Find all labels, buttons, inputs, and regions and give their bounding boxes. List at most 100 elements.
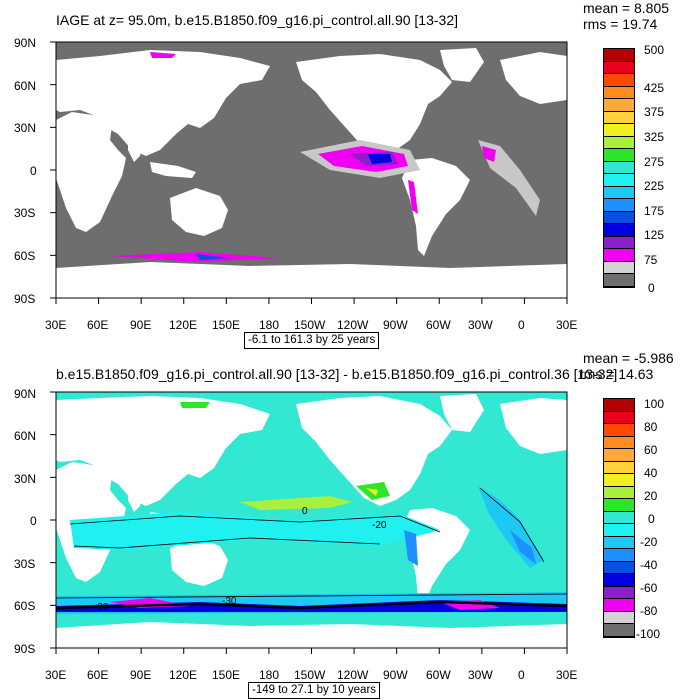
p2-xlabel: 30E [45,668,67,682]
p2-xlabel: 60E [87,668,109,682]
p1-cbar-label: 375 [644,105,665,119]
contour-line [56,593,567,599]
p1-xlabel: 30E [556,318,578,332]
colorbar-swatch [604,236,634,250]
colorbar-swatch [604,124,634,137]
land-north-america [296,396,452,506]
colorbar-swatch [604,199,634,212]
p2-cbar-label: -60 [640,581,658,595]
colorbar-swatch [604,261,634,275]
p1-ylabel: 60N [14,79,37,93]
land-australia [170,188,228,236]
contour-line [56,600,567,610]
land-india [128,132,144,162]
panel2-title: b.e15.B1850.f09_g16.pi_control.all.90 [1… [56,366,618,382]
colorbar-swatch [604,149,634,162]
land-north-america [296,54,452,156]
p2-cbar-label: 0 [648,512,655,526]
colorbar-swatch [604,274,634,287]
contour-line [479,487,545,563]
p2-cbar-label: 60 [644,443,658,457]
colorbar-swatch [604,86,634,100]
p2-xlabel: 150W [294,668,326,682]
contour-label: 0 [302,506,308,517]
anomaly-arctic [150,52,176,58]
contour-line [73,537,381,549]
colorbar-swatch [604,586,634,600]
land-australia [170,538,228,586]
anomaly-eq-band [70,512,440,550]
panel1-rms: rms = 19.74 [583,16,658,32]
panel1-colorbar [603,48,635,288]
anomaly-eq-pacific-positive-3 [366,488,378,496]
panel2-axis-ticks [50,391,568,654]
anomaly-southern-blue [196,254,230,260]
p1-cbar-label: 125 [644,228,665,242]
p2-cbar-label: 40 [644,466,658,480]
p1-ylabel: 30N [14,121,37,135]
panel2-mean: mean = -5.986 [583,350,674,366]
panel2-map-field [56,392,567,648]
colorbar-swatch [604,136,634,150]
colorbar-swatch [604,611,634,625]
p2-cbar-label: -100 [636,627,661,641]
p2-ylabel: 90N [14,387,37,401]
land-africa [56,112,126,232]
colorbar-swatch [604,186,634,200]
colorbar-swatch [604,224,634,237]
p2-cbar-label: -40 [640,558,658,572]
colorbar-swatch [604,561,634,575]
p2-ylabel: 30S [14,557,36,571]
p1-xlabel: 120E [169,318,198,332]
p1-xlabel: 150E [212,318,241,332]
p1-xlabel: 120W [337,318,369,332]
p1-cbar-label: 325 [644,130,665,144]
contour-label: -20 [372,520,387,531]
colorbar-swatch [604,624,634,637]
colorbar-swatch [604,211,634,225]
anomaly-atlantic-deep [510,530,536,564]
p1-ylabel: 0 [30,164,37,178]
anomaly-peru [404,530,418,566]
colorbar-swatch [604,549,634,562]
colorbar-swatch [604,249,634,262]
colorbar-swatch [604,411,634,425]
p2-cbar-label: -20 [640,535,658,549]
anomaly-eq-pacific-positive [240,496,352,510]
p2-xlabel: 30E [556,668,578,682]
colorbar-swatch [604,174,634,187]
panel1-title: IAGE at z= 95.0m, b.e15.B1850.f09_g16.pi… [56,12,458,28]
colorbar-swatch [604,49,634,62]
p1-cbar-label: 425 [644,81,665,95]
land-south-america [402,158,470,256]
colorbar-swatch [604,399,634,412]
p2-xlabel: 90W [383,668,408,682]
p1-cbar-label: 225 [644,179,665,193]
colorbar-swatch [604,99,634,112]
p2-cbar-label: 20 [644,489,658,503]
colorbar-swatch [604,61,634,75]
p1-xlabel: 150W [294,318,326,332]
colorbar-swatch [604,111,634,125]
p1-cbar-label: 275 [644,155,665,169]
p2-ylabel: 90S [14,642,36,656]
p2-xlabel: 120E [169,668,198,682]
land-greenland [440,394,484,432]
colorbar-swatch [604,486,634,500]
anomaly-atlantic-magenta [482,146,496,162]
land-europe [500,398,567,454]
colorbar-swatch [604,574,634,587]
p2-ylabel: 30N [14,472,37,486]
colorbar-swatch [604,449,634,462]
anomaly-eq-pacific-blue [368,154,392,164]
p2-ylabel: 60N [14,429,37,443]
contour-label: -30 [94,602,109,613]
p2-xlabel: 60W [426,668,451,682]
colorbar-swatch [604,536,634,550]
p2-xlabel: 0 [518,668,525,682]
colorbar-swatch [604,424,634,437]
p2-xlabel: 150E [212,668,241,682]
p2-cbar-label: 100 [644,397,665,411]
